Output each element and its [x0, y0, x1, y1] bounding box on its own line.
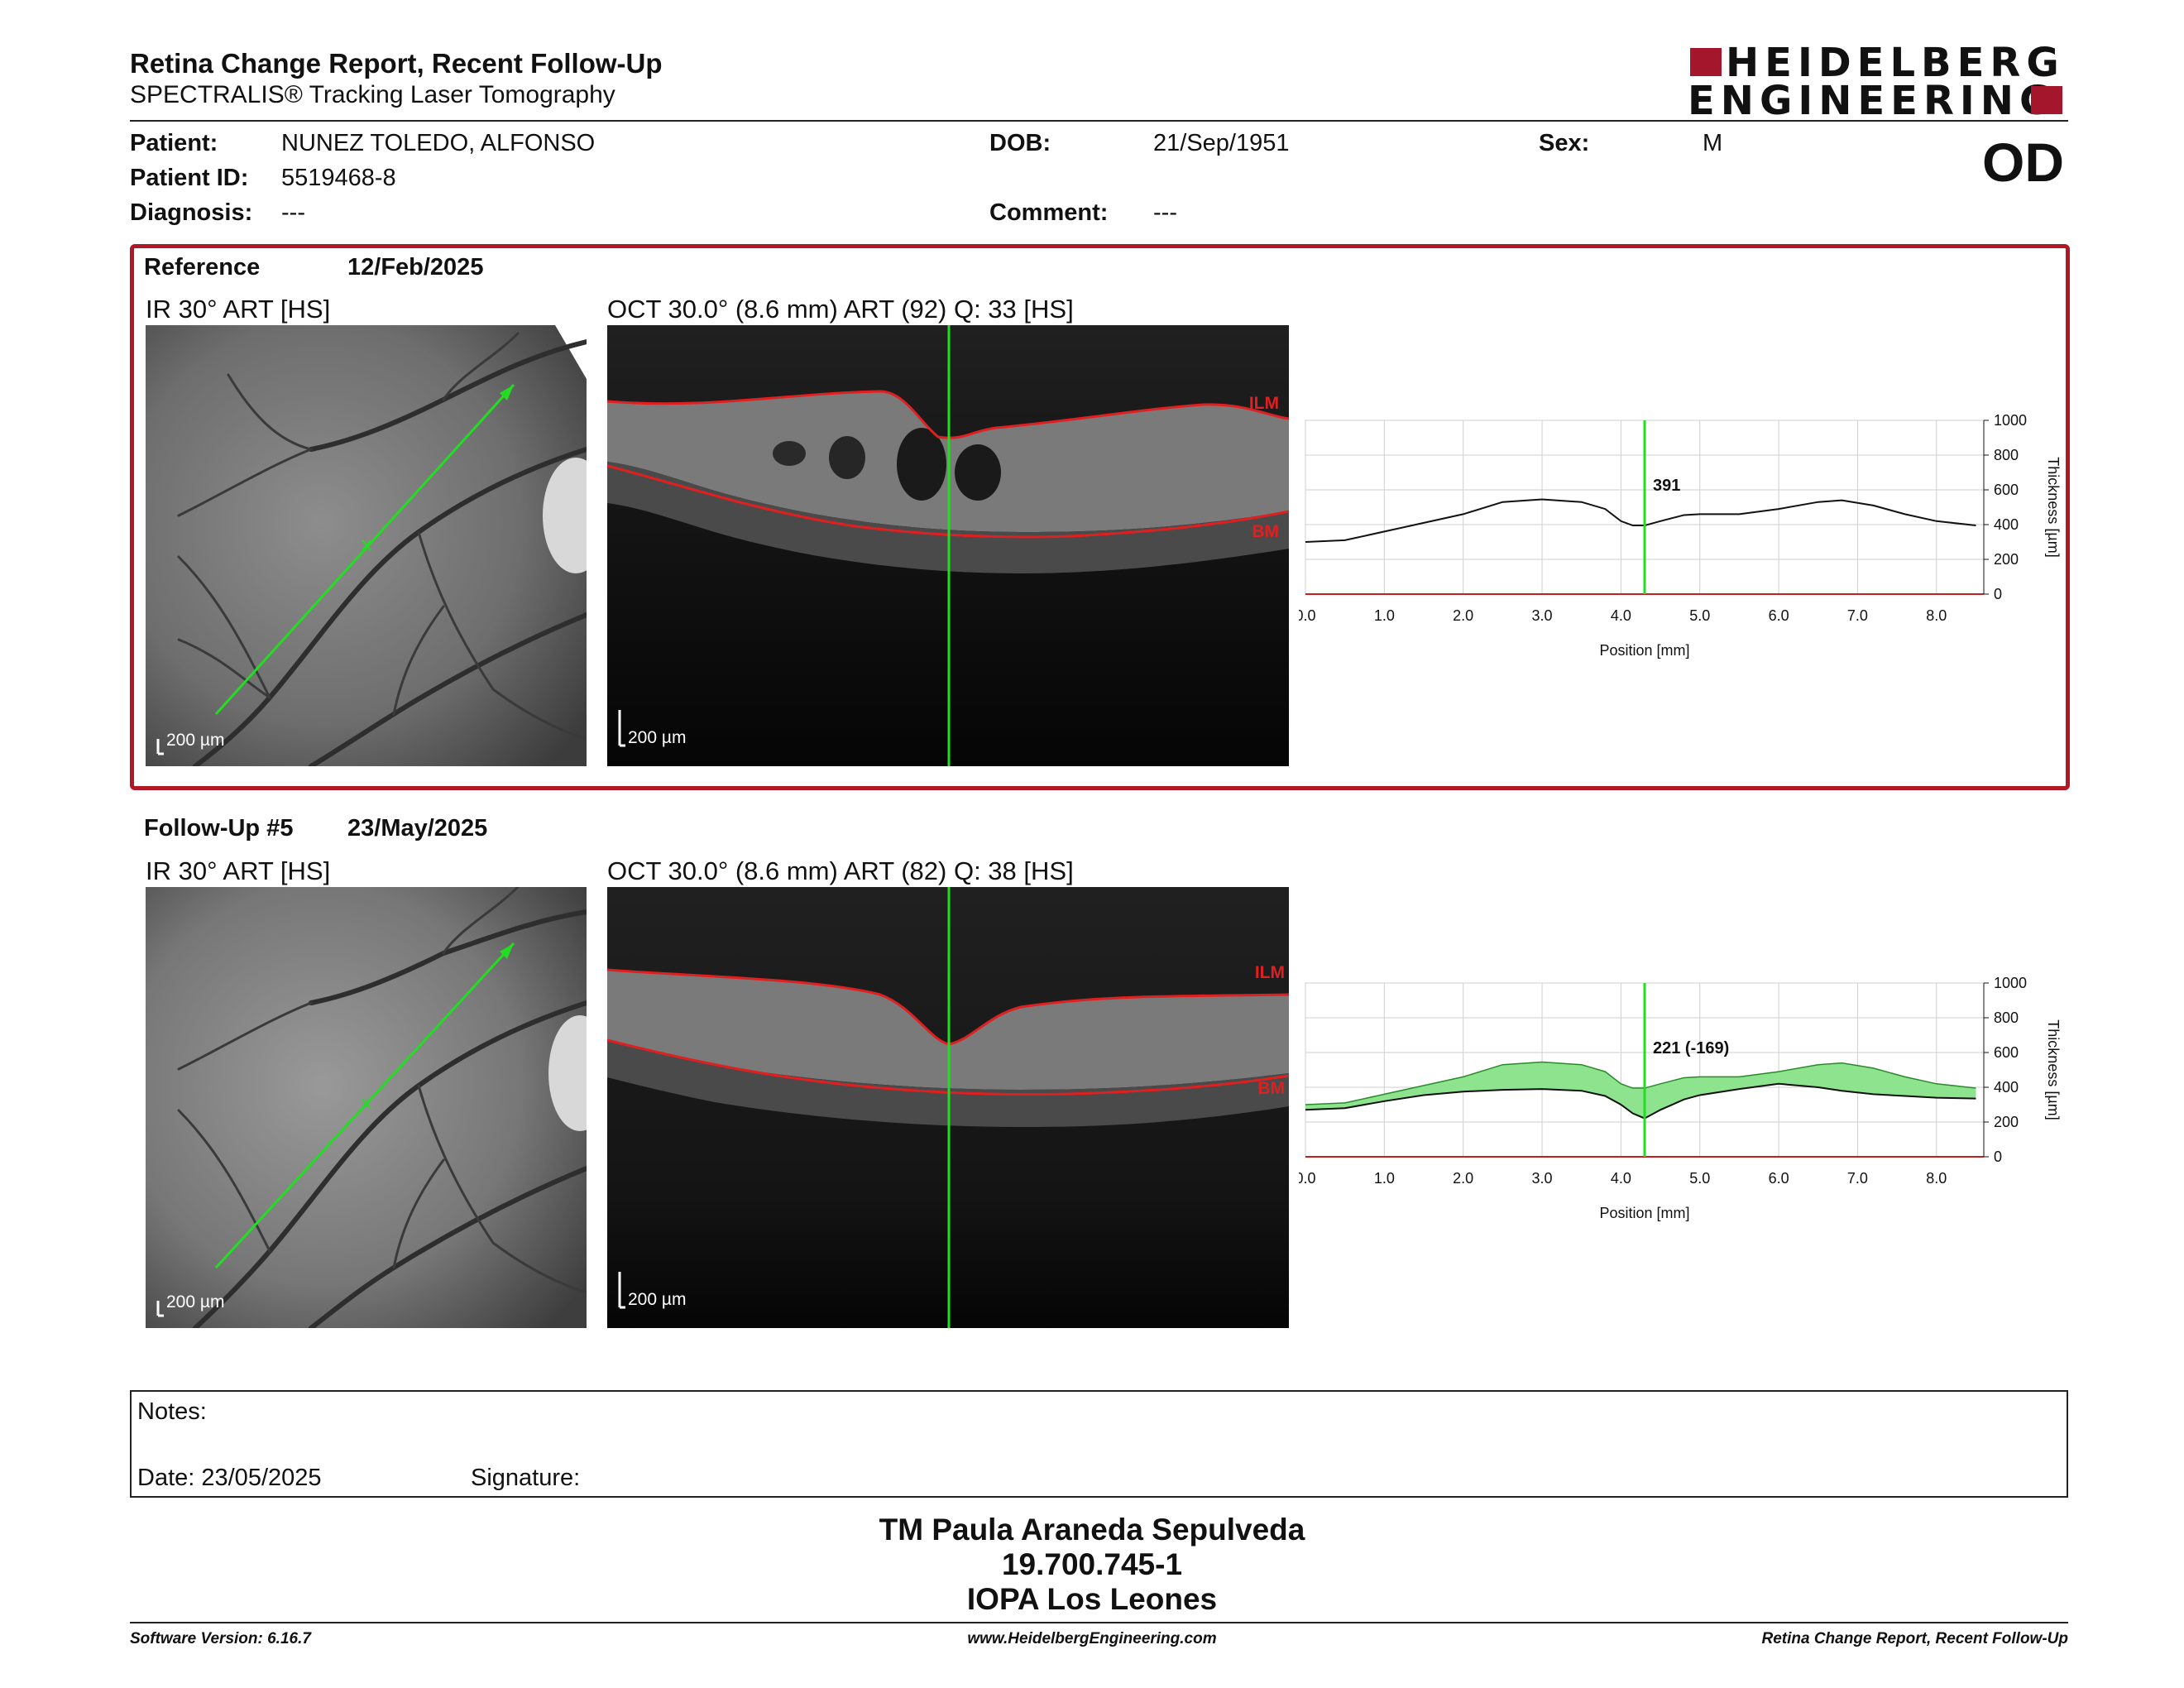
followup-chart-xtick-label: 6.0	[1769, 1170, 1789, 1187]
reference-ir-image: 200 µm	[146, 325, 587, 766]
footer-rule	[130, 1622, 2068, 1623]
followup-chart-ytick-label: 600	[1994, 1044, 2019, 1061]
reference-oct-caption: OCT 30.0° (8.6 mm) ART (92) Q: 33 [HS]	[607, 295, 1074, 324]
reference-thickness-chart: 0.0 1.0 2.0 3.0 4.0 5.0 6.0 7.0 8.0 0 200 400 600 800…	[1299, 412, 2062, 659]
operator-institution: IOPA Los Leones	[966, 1582, 1218, 1616]
reference-chart-ytick-label: 1000	[1994, 412, 2027, 429]
reference-chart-ytick-label: 400	[1994, 516, 2019, 533]
reference-chart-xtick-label: 6.0	[1769, 607, 1789, 624]
sex-value: M	[1703, 130, 1723, 156]
reference-oct-image: ILM BM 200 µm	[607, 325, 1289, 766]
followup-chart-ytick-label: 200	[1994, 1114, 2019, 1130]
patient-id-label: Patient ID:	[130, 165, 249, 191]
operator-rut: 19.700.745-1	[1001, 1547, 1183, 1581]
dob-value: 21/Sep/1951	[1153, 130, 1290, 156]
comment-label: Comment:	[989, 199, 1109, 226]
patient-name: NUNEZ TOLEDO, ALFONSO	[281, 130, 596, 156]
followup-chart-xtick-label: 8.0	[1926, 1170, 1947, 1187]
followup-chart-cursor-label: 221 (-169)	[1653, 1039, 1729, 1057]
reference-chart-ytick-label: 0	[1994, 586, 2002, 602]
reference-chart-xtick-label: 8.0	[1926, 607, 1947, 624]
followup-chart-xtick-label: 7.0	[1847, 1170, 1868, 1187]
reference-chart-xtick-label: 7.0	[1847, 607, 1868, 624]
comment-value: ---	[1153, 199, 1177, 226]
sex-label: Sex:	[1539, 130, 1590, 156]
followup-ir-caption: IR 30° ART [HS]	[146, 856, 331, 885]
footer-website[interactable]: www.HeidelbergEngineering.com	[967, 1630, 1217, 1647]
followup-ir-image: 200 µm	[146, 887, 587, 1328]
reference-oct-scale: 200 µm	[628, 728, 687, 747]
followup-oct-scale: 200 µm	[628, 1290, 687, 1309]
reference-chart-cursor-label: 391	[1653, 477, 1680, 495]
followup-bm-label: BM	[1257, 1079, 1285, 1098]
reference-chart-xtick-label: 5.0	[1689, 607, 1710, 624]
notes-box[interactable]: Notes: Date: 23/05/2025 Signature:	[130, 1390, 2068, 1498]
logo-bottom-text: ENGINEERING	[1688, 78, 2058, 124]
patient-label: Patient:	[130, 130, 218, 156]
reference-bm-label: BM	[1252, 522, 1279, 541]
followup-chart-xtick-label: 1.0	[1374, 1170, 1395, 1187]
signature-label: Signature:	[471, 1465, 581, 1491]
report-title: Retina Change Report, Recent Follow-Up	[130, 48, 663, 79]
footer-software: Software Version: 6.16.7	[130, 1630, 311, 1647]
followup-chart-xtick-label: 2.0	[1453, 1170, 1473, 1187]
footer-report: Retina Change Report, Recent Follow-Up	[1761, 1630, 2068, 1647]
reference-chart-ylabel: Thickness [µm]	[2045, 457, 2062, 557]
reference-chart-xlabel: Position [mm]	[1599, 642, 1689, 659]
followup-chart-ylabel: Thickness [µm]	[2045, 1019, 2062, 1120]
reference-label: Reference	[144, 254, 261, 281]
reference-ir-caption: IR 30° ART [HS]	[146, 295, 331, 324]
followup-chart-difference-area	[1305, 1062, 1976, 1119]
operator-name: TM Paula Araneda Sepulveda	[879, 1513, 1305, 1547]
followup-chart-ytick-label: 0	[1994, 1149, 2002, 1165]
reference-chart-ytick-label: 600	[1994, 482, 2019, 498]
followup-chart-xtick-label: 0.0	[1299, 1170, 1316, 1187]
followup-oct-image: ILM BM 200 µm	[607, 887, 1289, 1328]
diagnosis-value: ---	[281, 199, 305, 226]
notes-date: Date: 23/05/2025	[137, 1465, 322, 1491]
followup-chart-xtick-label: 5.0	[1689, 1170, 1710, 1187]
dob-label: DOB:	[989, 130, 1051, 156]
eye-indicator: OD	[1982, 132, 2064, 193]
reference-date: 12/Feb/2025	[347, 254, 484, 281]
notes-label: Notes:	[137, 1398, 207, 1425]
followup-chart-xtick-label: 4.0	[1611, 1170, 1631, 1187]
followup-chart-ytick-label: 800	[1994, 1009, 2019, 1026]
reference-chart-ytick-label: 800	[1994, 447, 2019, 463]
diagnosis-label: Diagnosis:	[130, 199, 253, 226]
followup-chart-xtick-label: 3.0	[1532, 1170, 1553, 1187]
reference-ir-scale: 200 µm	[166, 731, 225, 750]
logo-top-text: HEIDELBERG	[1726, 40, 2065, 86]
patient-id: 5519468-8	[281, 165, 396, 191]
header-rule	[130, 120, 2068, 122]
followup-ir-scale: 200 µm	[166, 1292, 225, 1312]
reference-chart-xtick-label: 3.0	[1532, 607, 1553, 624]
reference-chart-xtick-label: 4.0	[1611, 607, 1631, 624]
followup-chart-ytick-label: 1000	[1994, 975, 2027, 991]
reference-chart-xtick-label: 1.0	[1374, 607, 1395, 624]
report-subtitle: SPECTRALIS® Tracking Laser Tomography	[130, 81, 615, 108]
reference-chart-xtick-label: 2.0	[1453, 607, 1473, 624]
followup-date: 23/May/2025	[347, 815, 488, 842]
followup-label: Follow-Up #5	[144, 815, 294, 842]
reference-frame	[130, 244, 2070, 790]
followup-chart-ytick-label: 400	[1994, 1079, 2019, 1096]
followup-ilm-label: ILM	[1254, 963, 1285, 982]
reference-ilm-label: ILM	[1248, 394, 1279, 413]
followup-chart-xlabel: Position [mm]	[1599, 1205, 1689, 1221]
followup-oct-caption: OCT 30.0° (8.6 mm) ART (82) Q: 38 [HS]	[607, 856, 1074, 885]
followup-thickness-chart: 0.0 1.0 2.0 3.0 4.0 5.0 6.0 7.0 8.0 0 200 400 600 800…	[1299, 975, 2062, 1221]
reference-chart-ytick-label: 200	[1994, 551, 2019, 568]
reference-chart-xtick-label: 0.0	[1299, 607, 1316, 624]
